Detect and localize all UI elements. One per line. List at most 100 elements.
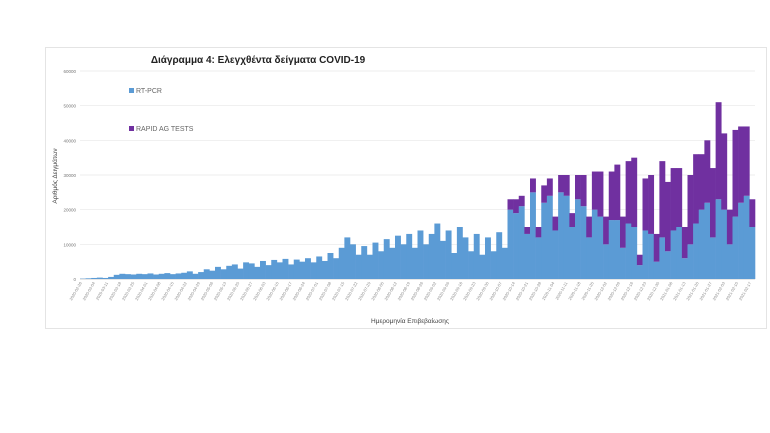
bar-rt-pcr <box>125 274 131 279</box>
bar-rt-pcr <box>704 202 711 279</box>
bar-rt-pcr <box>119 273 126 279</box>
bar-rapid-ag <box>665 181 671 252</box>
bar-rt-pcr <box>597 216 604 279</box>
bar-rt-pcr <box>620 247 626 279</box>
bar-rt-pcr <box>698 209 705 279</box>
bar-rt-pcr <box>653 261 660 279</box>
bar-rt-pcr <box>260 260 266 279</box>
bar-rt-pcr <box>490 251 497 279</box>
legend-label-rt-pcr: RT-PCR <box>136 88 162 95</box>
bar-rt-pcr <box>563 195 570 279</box>
bar-rapid-ag <box>535 227 542 238</box>
bar-rt-pcr <box>192 273 199 279</box>
bar-rt-pcr <box>726 244 733 279</box>
bar-rt-pcr <box>721 209 728 279</box>
bar-rt-pcr <box>158 273 165 279</box>
bar-rt-pcr <box>586 237 593 279</box>
bar-rt-pcr <box>361 246 368 279</box>
bar-rapid-ag <box>670 168 677 231</box>
bar-rt-pcr <box>681 258 688 279</box>
legend-swatch-rt-pcr <box>129 88 134 93</box>
bar-rapid-ag <box>681 227 688 259</box>
bar-rapid-ag <box>636 254 643 266</box>
bar-rt-pcr <box>372 242 379 279</box>
bar-rt-pcr <box>451 253 458 279</box>
bar-rapid-ag <box>721 133 728 210</box>
bar-rt-pcr <box>344 237 351 279</box>
bar-rt-pcr <box>164 273 171 279</box>
bar-rapid-ag <box>558 175 565 193</box>
bar-rt-pcr <box>732 216 739 279</box>
bar-rapid-ag <box>676 168 683 227</box>
bar-rapid-ag <box>524 227 531 234</box>
bar-rt-pcr <box>316 256 323 279</box>
bar-rt-pcr <box>507 209 514 279</box>
bar-rapid-ag <box>738 126 745 203</box>
bar-rt-pcr <box>282 258 289 279</box>
bar-rapid-ag <box>659 161 666 238</box>
bar-rt-pcr <box>186 271 193 279</box>
bar-rt-pcr <box>136 273 143 279</box>
x-axis-label: Ημερομηνία Επιβεβαίωσης <box>371 317 449 325</box>
y-tick-label: 30000 <box>63 173 76 178</box>
y-tick-label: 50000 <box>63 104 76 109</box>
bar-rapid-ag <box>698 154 705 210</box>
bar-rt-pcr <box>175 273 182 279</box>
bar-rapid-ag <box>715 102 722 200</box>
bar-rapid-ag <box>552 216 559 231</box>
bar-rt-pcr <box>248 263 255 279</box>
bar-rt-pcr <box>569 227 576 279</box>
bar-rt-pcr <box>485 237 491 279</box>
chart-title: Διάγραμμα 4: Ελεγχθέντα δείγματα COVID-1… <box>151 55 366 66</box>
bar-rt-pcr <box>440 240 446 279</box>
bar-rt-pcr <box>321 260 328 279</box>
bar-rt-pcr <box>693 223 700 279</box>
bar-rt-pcr <box>366 254 373 279</box>
bar-rt-pcr <box>310 262 317 279</box>
bar-rt-pcr <box>625 223 632 279</box>
bar-rt-pcr <box>687 244 694 279</box>
bar-rt-pcr <box>299 261 306 279</box>
bar-rt-pcr <box>591 209 598 279</box>
bar-rt-pcr <box>631 227 638 279</box>
y-axis-label: Αριθμός Δειγμάτων <box>51 148 59 203</box>
bar-rt-pcr <box>423 244 430 279</box>
bar-rt-pcr <box>254 266 261 279</box>
y-tick-label: 60000 <box>63 69 76 74</box>
bar-rt-pcr <box>659 237 666 279</box>
bar-rapid-ag <box>507 199 514 210</box>
y-tick-label: 40000 <box>63 138 76 143</box>
bar-rt-pcr <box>445 230 452 279</box>
bar-rapid-ag <box>563 175 570 196</box>
bar-rapid-ag <box>518 195 525 207</box>
bar-rt-pcr <box>434 223 441 279</box>
bar-rt-pcr <box>710 237 716 279</box>
bar-rapid-ag <box>704 140 711 203</box>
legend-label-rapid-ag: RAPID AG TESTS <box>136 126 194 133</box>
bar-rt-pcr <box>215 266 221 279</box>
bar-rt-pcr <box>305 258 311 279</box>
bar-rt-pcr <box>333 258 340 279</box>
bar-rapid-ag <box>608 171 615 221</box>
y-tick-label: 0 <box>73 277 76 282</box>
bar-rt-pcr <box>276 262 283 279</box>
bar-rt-pcr <box>395 235 401 279</box>
bar-rt-pcr <box>108 276 115 279</box>
bar-rt-pcr <box>501 247 508 279</box>
bar-rapid-ag <box>580 175 587 207</box>
bar-rt-pcr <box>350 244 356 279</box>
bar-rt-pcr <box>676 227 683 279</box>
bar-rt-pcr <box>226 265 233 279</box>
bar-rt-pcr <box>541 202 548 279</box>
bar-rapid-ag <box>586 216 593 238</box>
bar-rt-pcr <box>153 274 160 279</box>
bar-rt-pcr <box>456 227 463 279</box>
bar-rt-pcr <box>220 269 227 279</box>
bar-rapid-ag <box>625 161 632 224</box>
bar-rapid-ag <box>541 185 548 203</box>
bar-rt-pcr <box>614 220 621 279</box>
bar-rapid-ag <box>591 171 598 210</box>
bar-rt-pcr <box>513 213 520 279</box>
bar-rapid-ag <box>743 126 750 196</box>
